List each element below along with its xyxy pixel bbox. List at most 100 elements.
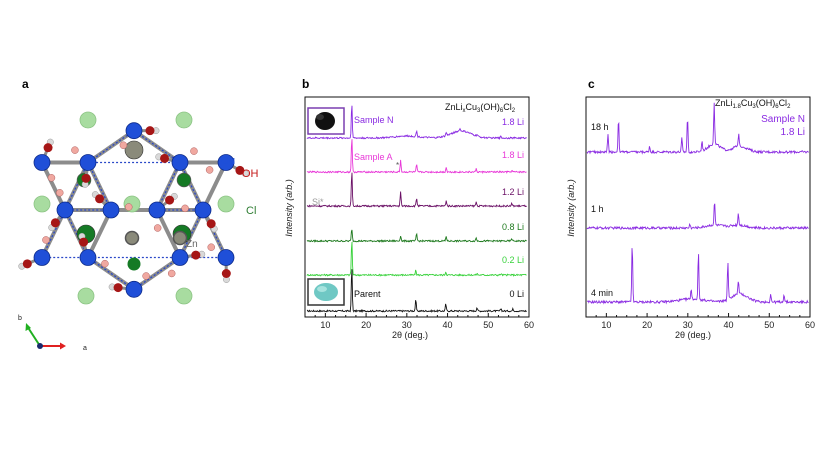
panel-c-formula: ZnLi1.8Cu3(OH)6Cl2 xyxy=(715,98,791,110)
oh-atom-9 xyxy=(22,259,32,269)
c-trace-2 xyxy=(586,102,809,155)
panel-c-traces xyxy=(586,102,809,305)
c-time-label-2: 18 h xyxy=(591,122,609,132)
b-trace-3 xyxy=(306,172,527,208)
cl-atom-6 xyxy=(175,287,193,305)
oh-alt-9 xyxy=(42,236,50,244)
axis-a-label: a xyxy=(83,345,87,352)
c-ticklabel-60: 60 xyxy=(805,320,815,330)
oh-atom-10 xyxy=(79,237,89,247)
c-ticklabel-40: 40 xyxy=(724,320,734,330)
axis-b-label: b xyxy=(18,315,22,322)
panel-c-label: c xyxy=(588,77,595,91)
sample-n-powder-highlight xyxy=(316,114,324,120)
b-name-label-5: Sample N xyxy=(354,115,394,125)
c-ticklabel-20: 20 xyxy=(642,320,652,330)
oh-atom-12 xyxy=(221,268,231,278)
b-li-label-1: 0.2 Li xyxy=(502,255,524,265)
b-trace-0 xyxy=(306,269,527,313)
b-ticklabel-30: 30 xyxy=(402,320,412,330)
oh-atom-11 xyxy=(191,250,201,260)
oh-atom-2 xyxy=(160,153,170,163)
zn-green-2 xyxy=(127,257,141,271)
b-li-label-3: 1.2 Li xyxy=(502,187,524,197)
bond-15 xyxy=(155,208,182,260)
bond-9 xyxy=(201,160,228,212)
panel-c-sample-label: Sample N xyxy=(761,114,805,125)
panel-b-xaxis: 10 20 30 40 50 60 xyxy=(304,313,534,330)
b-ticklabel-60: 60 xyxy=(524,320,534,330)
oh-alt-11 xyxy=(167,269,176,278)
cu-atom-3 xyxy=(33,154,51,171)
b-name-label-4: Sample A xyxy=(354,152,393,162)
c-ticklabel-50: 50 xyxy=(764,320,774,330)
oh-atom-3 xyxy=(43,143,53,153)
b-ticklabel-10: 10 xyxy=(320,320,330,330)
cl-label: Cl xyxy=(246,205,256,217)
c-time-label-0: 4 min xyxy=(591,288,613,298)
axis-origin xyxy=(37,343,43,349)
b-li-label-4: 1.8 Li xyxy=(502,150,524,160)
oh-alt-6 xyxy=(125,203,133,211)
oh-alt-10 xyxy=(101,259,109,268)
oh-atom-6 xyxy=(95,194,105,204)
oh-alt-8 xyxy=(181,204,189,213)
b-li-label-5: 1.8 Li xyxy=(502,117,524,127)
dashed-triangle-0 xyxy=(85,129,183,164)
si-label: Si* xyxy=(312,197,324,207)
axis-b-arrow xyxy=(26,325,41,347)
star-mark: * xyxy=(396,161,399,170)
zn-site-3 xyxy=(172,230,188,246)
cu-atom-6 xyxy=(102,201,120,219)
cu-atom-0 xyxy=(125,122,143,140)
panel-b-series-labels: 0 Li Parent 0.2 Li 0.8 Li 1.2 Li 1.8 Li Sample… xyxy=(354,115,524,299)
cu-atom-5 xyxy=(56,201,74,219)
cl-atom-0 xyxy=(79,111,97,129)
panel-c-ylabel: Intensity (arb.) xyxy=(566,179,576,237)
cl-atom-2 xyxy=(33,195,51,213)
cl-atom-5 xyxy=(77,287,95,305)
cu-atom-2 xyxy=(171,154,189,171)
cu-atom-7 xyxy=(148,201,166,219)
panel-c-li-label: 1.8 Li xyxy=(781,127,805,138)
panel-b-label: b xyxy=(302,77,309,91)
c-trace-0 xyxy=(586,248,809,305)
cu-atom-10 xyxy=(79,249,97,266)
parent-powder-highlight xyxy=(317,286,327,292)
oh-alt-0 xyxy=(119,141,128,149)
c-time-label-1: 1 h xyxy=(591,204,604,214)
oh-atom-1 xyxy=(81,173,91,183)
c-ticklabel-10: 10 xyxy=(601,320,611,330)
oh-atom-13 xyxy=(113,283,123,293)
oh-atom-4 xyxy=(235,165,245,175)
cl-atom-4 xyxy=(217,195,235,213)
c-ticklabel-30: 30 xyxy=(683,320,693,330)
b-trace-5 xyxy=(306,105,527,141)
b-li-label-0: 0 Li xyxy=(509,289,524,299)
bond-8 xyxy=(40,160,67,212)
oh-alt-12 xyxy=(207,243,215,251)
axis-a-arrowhead xyxy=(60,342,66,350)
cu-atom-1 xyxy=(79,154,97,171)
crystal-structure xyxy=(18,111,249,305)
axis-b-arrowhead xyxy=(25,323,31,331)
bond-14 xyxy=(86,208,113,260)
cu-atom-9 xyxy=(33,249,51,266)
zn-atom-0 xyxy=(124,140,144,160)
oh-atom-5 xyxy=(50,218,60,228)
oh-alt-4 xyxy=(205,166,214,174)
oh-alt-2 xyxy=(190,147,198,155)
zn-green-1 xyxy=(177,173,191,187)
oh-alt-3 xyxy=(47,174,56,182)
oh-alt-7 xyxy=(153,224,162,232)
dashed-triangle-1 xyxy=(63,161,113,211)
panel-c-xlabel: 2θ (deg.) xyxy=(675,330,711,340)
panel-b-ylabel: Intensity (arb.) xyxy=(284,179,294,237)
oh-atom-7 xyxy=(165,195,175,205)
b-ticklabel-20: 20 xyxy=(361,320,371,330)
dashed-triangle-2 xyxy=(155,161,205,211)
c-trace-1 xyxy=(586,203,809,231)
oh-label: OH xyxy=(242,168,259,180)
cu-label: Cu xyxy=(221,155,235,167)
